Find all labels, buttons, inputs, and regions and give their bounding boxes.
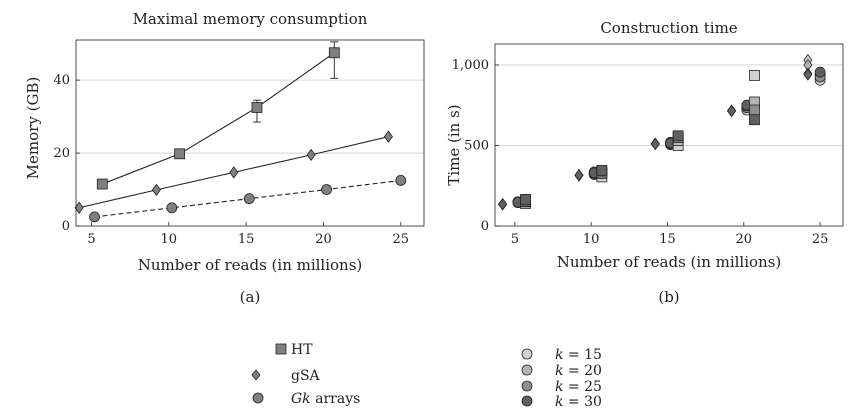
legend-square-icon [275, 343, 287, 355]
point-ht-k30 [596, 165, 608, 176]
chart-a-xlabel: Number of reads (in millions) [138, 256, 363, 274]
point-gsa-k30 [574, 169, 584, 182]
legend-k30-label: k = 30 [555, 394, 602, 410]
legend-gk-italic: Gk [291, 391, 311, 407]
legend-k20-value: = 20 [563, 363, 601, 379]
legend-k30-k: k [555, 394, 563, 410]
legend-k30-icon [521, 395, 533, 407]
legend-ht-label: HT [291, 342, 313, 358]
legend-k15-label: k = 15 [555, 347, 602, 363]
legend-circle-icon [252, 392, 264, 404]
point-ht [251, 102, 263, 113]
chart-b-ylabel: Time (in s) [445, 104, 463, 185]
x-tick-label: 15 [238, 232, 255, 247]
chart-b-xlabel: Number of reads (in millions) [557, 253, 782, 271]
point-ht [96, 178, 108, 190]
legend-k20-k: k [555, 363, 563, 379]
legend-methods: HT gSA Gk arrays [251, 342, 360, 407]
chart-a-grid [76, 79, 424, 154]
point-gsa [74, 201, 84, 214]
point-ht [174, 148, 186, 160]
chart-b-ticks: 0 500 1,000 5 10 15 20 25 [452, 58, 829, 247]
chart-a-frame [75, 39, 425, 227]
x-tick-label: 15 [659, 232, 676, 247]
legend-k25-k: k [555, 379, 563, 395]
chart-memory: Maximal memory consumption Number of rea… [24, 10, 425, 306]
point-gsa [383, 130, 393, 143]
chart-b-title: Construction time [600, 19, 737, 37]
point-gk-arrays-k30 [814, 66, 826, 78]
legend-gk-rest: arrays [311, 391, 361, 407]
point-gsa-k30 [650, 137, 660, 151]
chart-time: Construction time Number of reads (in mi… [445, 19, 844, 306]
chart-a-ticks: 0 20 40 5 10 15 20 25 [53, 73, 409, 247]
x-tick-label: 5 [87, 232, 95, 247]
legend-k25-icon [521, 380, 533, 392]
point-gsa-k30 [727, 104, 737, 118]
legend-k15-icon [521, 348, 533, 360]
y-tick-label: 0 [481, 219, 489, 234]
y-tick-label: 40 [53, 73, 70, 88]
x-tick-label: 5 [511, 232, 519, 247]
point-gsa-k30 [498, 198, 508, 211]
chart-b-marks [498, 53, 826, 211]
point-gsa-k30 [803, 68, 813, 81]
x-tick-label: 20 [315, 232, 332, 247]
x-tick-label: 20 [736, 232, 753, 247]
legend-k30-value: = 30 [563, 394, 601, 410]
chart-a-ylabel: Memory (GB) [24, 77, 42, 180]
point-gsa [151, 183, 161, 197]
x-tick-label: 25 [812, 232, 829, 247]
chart-b-grid [495, 64, 843, 146]
legend-k20-label: k = 20 [555, 363, 602, 379]
chart-a-subcaption: (a) [240, 288, 261, 306]
legend-k-values: k = 15 k = 20 k = 25 k = 30 [521, 347, 602, 410]
chart-a-marks [74, 41, 407, 223]
point-ht-k15 [749, 70, 760, 81]
chart-b-frame [494, 43, 844, 227]
legend-diamond-icon [251, 369, 261, 381]
point-ht-k30 [520, 194, 531, 205]
legend-k25-label: k = 25 [555, 379, 602, 395]
y-tick-label: 500 [464, 138, 489, 153]
point-gsa [229, 166, 239, 179]
point-gsa [306, 148, 316, 162]
legend-k15-k: k [555, 347, 563, 363]
point-gk-arrays [166, 202, 178, 214]
point-ht-k30 [749, 114, 760, 126]
x-tick-label: 10 [161, 232, 178, 247]
chart-a-title: Maximal memory consumption [133, 10, 368, 28]
legend-k25-value: = 25 [563, 379, 601, 395]
y-tick-label: 1,000 [452, 58, 489, 73]
point-gk-arrays [321, 184, 332, 195]
point-ht [328, 47, 340, 59]
y-tick-label: 20 [53, 146, 70, 161]
chart-b-subcaption: (b) [658, 288, 679, 306]
legend-k15-value: = 15 [563, 347, 601, 363]
point-gk-arrays [395, 175, 407, 186]
legend-k20-icon [521, 364, 533, 376]
x-tick-label: 25 [393, 232, 410, 247]
point-ht-k25 [749, 104, 760, 116]
legend-gk-label: Gk arrays [291, 391, 360, 407]
point-ht-k30 [672, 130, 684, 142]
point-gk-arrays [243, 193, 255, 205]
point-gk-arrays [89, 211, 100, 223]
series-line-ht [102, 52, 335, 185]
legend-gsa-label: gSA [291, 368, 321, 384]
x-tick-label: 10 [583, 232, 600, 247]
y-tick-label: 0 [62, 219, 70, 234]
